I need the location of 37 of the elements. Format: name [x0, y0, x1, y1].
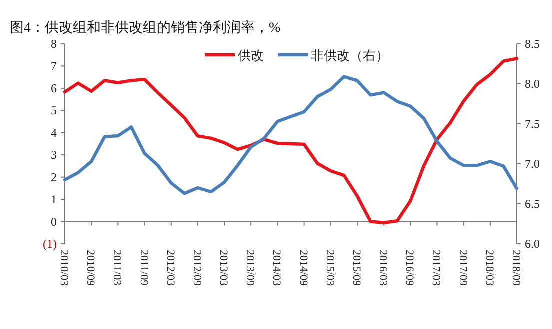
x-tick-label: 2014/03 — [270, 250, 283, 287]
x-tick-label: 2012/03 — [164, 250, 176, 287]
x-tick-label: 2016/09 — [404, 250, 416, 287]
y-tick-label: 4 — [51, 126, 57, 140]
x-tick-label: 2016/03 — [377, 250, 390, 287]
y2-tick-label: 8.0 — [525, 77, 540, 91]
x-tick-label: 2011/03 — [111, 250, 124, 286]
y2-tick-label: 6.0 — [525, 237, 540, 251]
legend-label: 非供改（右） — [311, 48, 389, 63]
y-tick-label: 1 — [51, 192, 57, 207]
legend-label: 供改 — [238, 48, 264, 63]
y-tick-label: 6 — [51, 81, 57, 96]
x-tick-label: 2015/09 — [350, 250, 362, 287]
y-tick-label: 3 — [51, 148, 57, 162]
x-tick-label: 2017/03 — [430, 250, 442, 287]
x-tick-label: 2017/09 — [456, 250, 469, 287]
y-tick-label: 8 — [51, 37, 57, 51]
y2-tick-label: 7.0 — [525, 157, 540, 171]
x-tick-label: 2018/03 — [483, 250, 496, 287]
x-tick-label: 2010/03 — [58, 250, 70, 287]
x-tick-label: 2010/09 — [84, 250, 97, 287]
x-tick-label: 2018/09 — [510, 250, 522, 287]
chart-title: 图4：供改组和非供改组的销售净利润率，% — [10, 20, 281, 36]
x-tick-label: 2014/09 — [297, 250, 310, 287]
x-tick-label: 2011/09 — [138, 250, 150, 286]
y-tick-label: 7 — [51, 59, 57, 74]
y-tick-label: 5 — [51, 104, 57, 118]
y2-tick-label: 6.5 — [525, 197, 540, 211]
y2-tick-label: 8.5 — [525, 37, 540, 51]
y-tick-label: (1) — [43, 237, 57, 251]
y-tick-label: 2 — [51, 170, 57, 184]
y-tick-label: 0 — [51, 214, 57, 229]
x-tick-label: 2013/03 — [218, 250, 230, 287]
x-tick-label: 2015/03 — [324, 250, 336, 287]
x-tick-label: 2012/09 — [190, 250, 203, 287]
x-tick-label: 2013/09 — [244, 250, 256, 287]
y2-tick-label: 7.5 — [525, 117, 540, 131]
